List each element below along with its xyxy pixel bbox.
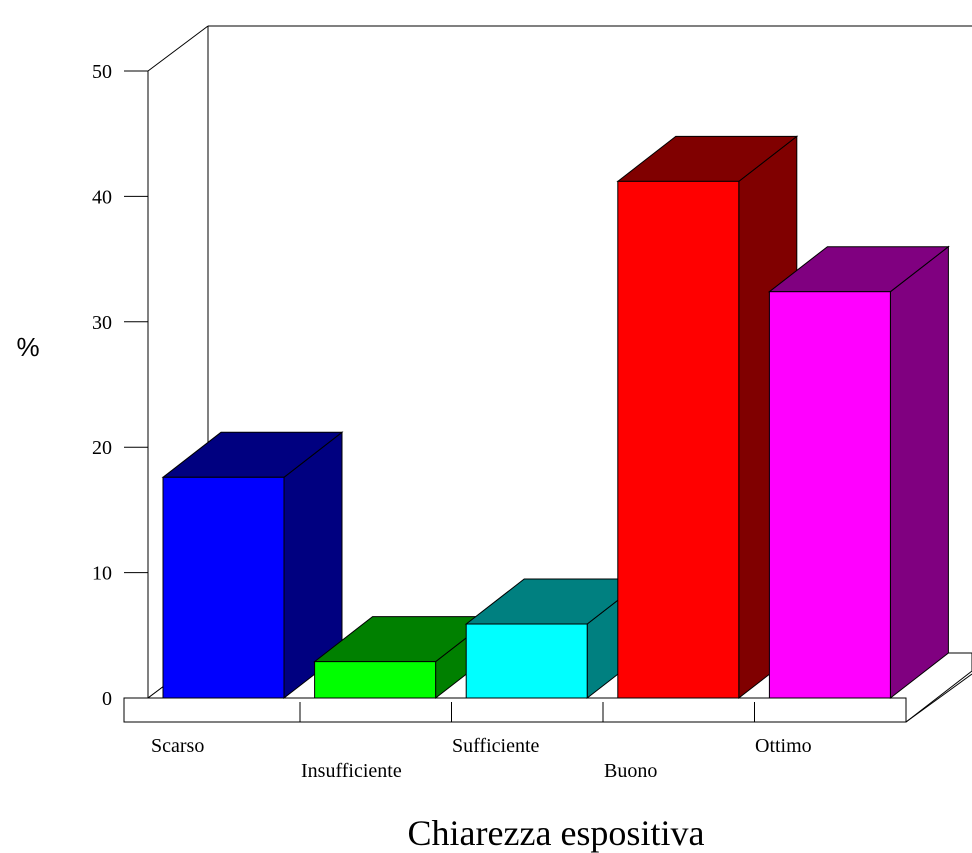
bar-buono: [616, 135, 799, 700]
bar-front: [314, 661, 437, 699]
y-axis-ticks: 0 10 20 30 40 50: [92, 61, 148, 710]
wall-top-left-edge: [147, 25, 209, 72]
y-axis-label: %: [16, 332, 39, 362]
bar-ottimo: [767, 245, 950, 700]
category-label: Ottimo: [755, 735, 812, 757]
y-tick-label: 30: [92, 312, 112, 334]
category-label: Buono: [604, 760, 657, 782]
y-tick-label: 20: [92, 437, 112, 459]
floor-right-edge: [905, 673, 972, 723]
bar-front: [768, 291, 891, 699]
category-label: Insufficiente: [301, 760, 402, 782]
y-tick-label: 50: [92, 61, 112, 83]
y-tick-label: 0: [102, 688, 112, 710]
y-tick-label: 40: [92, 186, 112, 208]
bars: [161, 135, 950, 700]
x-axis-categories: Scarso Insufficiente Sufficiente Buono Ottim…: [151, 702, 812, 782]
category-label: Scarso: [151, 735, 204, 757]
bar-scarso: [161, 431, 344, 700]
bar-front: [617, 180, 740, 699]
y-tick-label: 10: [92, 563, 112, 585]
floor-front: [123, 697, 907, 723]
x-axis-label: Chiarezza espositiva: [408, 813, 705, 853]
category-label: Sufficiente: [452, 735, 540, 757]
bar-front: [162, 476, 285, 699]
bar-side: [889, 245, 949, 700]
bar-front: [465, 623, 588, 699]
